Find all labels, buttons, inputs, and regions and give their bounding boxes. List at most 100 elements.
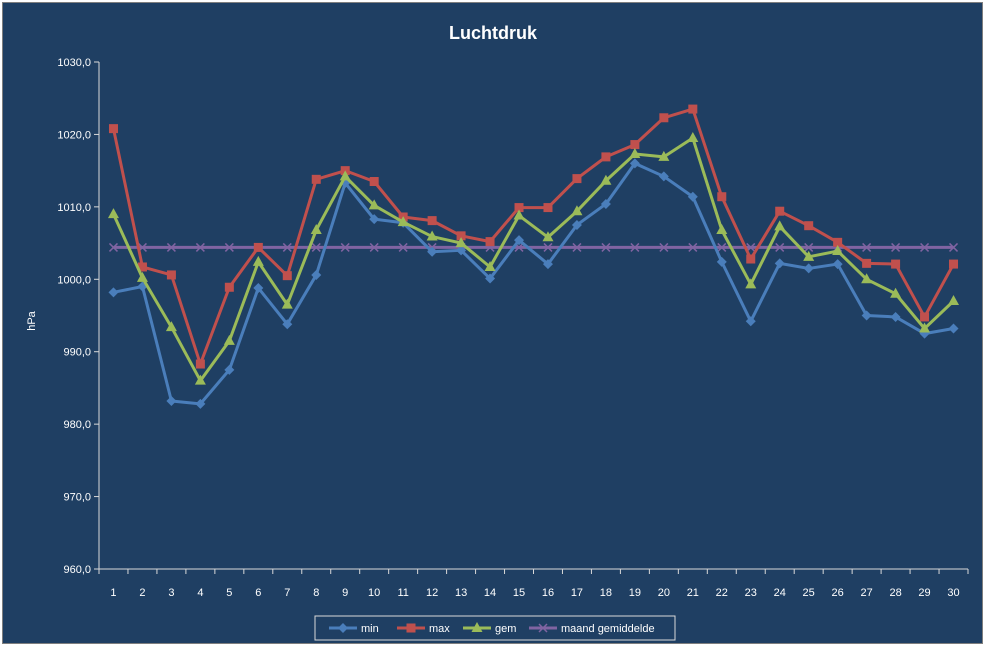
- point-maand-gemiddelde: [340, 242, 350, 252]
- y-axis-label: hPa: [26, 310, 38, 330]
- x-tick-label: 2: [139, 587, 145, 599]
- point-max: [775, 206, 785, 216]
- x-tick-label: 23: [745, 587, 757, 599]
- point-gem: [716, 224, 728, 235]
- point-gem: [687, 132, 699, 143]
- point-maand-gemiddelde: [717, 242, 727, 252]
- x-tick-label: 13: [455, 587, 467, 599]
- point-maand-gemiddelde: [572, 242, 582, 252]
- x-tick-label: 8: [313, 587, 319, 599]
- point-min: [456, 245, 467, 256]
- y-tick-label: 960,0: [63, 564, 91, 576]
- point-gem: [281, 298, 293, 309]
- x-tick-label: 3: [168, 587, 174, 599]
- point-gem: [310, 224, 322, 235]
- point-min: [629, 158, 640, 169]
- point-maand-gemiddelde: [948, 242, 959, 252]
- x-tick-label: 25: [803, 587, 815, 599]
- series-maand-gemiddelde: [108, 242, 959, 252]
- legend-label: max: [429, 623, 450, 635]
- point-maand-gemiddelde: [311, 242, 321, 252]
- point-gem: [832, 245, 844, 256]
- point-maand-gemiddelde: [224, 242, 234, 252]
- point-max: [108, 124, 118, 134]
- x-tick-label: 22: [716, 587, 728, 599]
- x-tick-label: 11: [397, 587, 408, 599]
- point-max: [601, 152, 611, 162]
- series-line-min: [113, 161, 954, 406]
- x-tick-label: 9: [342, 587, 348, 599]
- legend-box: [314, 615, 676, 641]
- point-max: [543, 203, 553, 213]
- point-gem: [571, 205, 583, 216]
- x-tick-label: 1: [110, 587, 116, 599]
- point-max: [572, 174, 582, 184]
- x-tick-label: 7: [284, 587, 290, 599]
- legend-marker: [338, 623, 348, 633]
- point-gem: [600, 174, 612, 185]
- point-gem: [368, 199, 380, 210]
- y-tick-label: 990,0: [63, 347, 91, 359]
- point-gem: [223, 334, 235, 345]
- point-maand-gemiddelde: [659, 242, 669, 252]
- point-max: [485, 237, 495, 247]
- series-gem: [107, 132, 960, 385]
- point-gem: [194, 374, 206, 385]
- point-gem: [803, 250, 815, 261]
- point-gem: [455, 237, 467, 248]
- point-min: [571, 219, 582, 230]
- point-max: [833, 237, 843, 247]
- point-max: [717, 192, 727, 202]
- x-tick-label: 15: [513, 587, 525, 599]
- point-gem: [397, 216, 409, 227]
- series-group: [107, 104, 960, 409]
- x-tick-label: 6: [255, 587, 261, 599]
- x-tick-label: 26: [832, 587, 844, 599]
- point-min: [514, 235, 525, 246]
- point-gem: [484, 260, 496, 271]
- x-tick-label: 18: [600, 587, 612, 599]
- x-tick-label: 28: [889, 587, 901, 599]
- point-maand-gemiddelde: [195, 242, 205, 252]
- series-min: [108, 158, 959, 409]
- point-min: [195, 398, 206, 409]
- point-gem: [629, 147, 641, 158]
- point-min: [166, 395, 177, 406]
- point-gem: [948, 295, 960, 306]
- point-max: [195, 359, 205, 369]
- point-maand-gemiddelde: [862, 242, 872, 252]
- x-tick-label: 4: [197, 587, 203, 599]
- point-max: [282, 271, 292, 281]
- legend-marker: [471, 622, 483, 632]
- legend-item-gem: gem: [463, 622, 516, 635]
- point-min: [282, 319, 293, 330]
- point-min: [832, 259, 843, 270]
- point-gem: [165, 321, 177, 332]
- point-gem: [658, 150, 670, 161]
- point-min: [774, 258, 785, 269]
- point-max: [630, 140, 640, 150]
- point-maand-gemiddelde: [775, 242, 785, 252]
- point-min: [311, 269, 322, 280]
- point-gem: [252, 255, 264, 266]
- x-tick-label: 30: [947, 587, 959, 599]
- point-min: [803, 263, 814, 274]
- x-tick-label: 27: [860, 587, 872, 599]
- y-tick-label: 970,0: [63, 492, 91, 504]
- point-max: [456, 231, 466, 241]
- point-gem: [426, 230, 438, 241]
- y-tick-label: 1000,0: [57, 274, 91, 286]
- x-tick-label: 5: [226, 587, 232, 599]
- y-tick-label: 1030,0: [57, 57, 91, 69]
- point-min: [600, 198, 611, 209]
- point-max: [166, 270, 176, 280]
- point-gem: [861, 273, 873, 284]
- point-gem: [513, 209, 525, 220]
- point-max: [427, 216, 437, 226]
- point-maand-gemiddelde: [166, 242, 176, 252]
- point-max: [920, 312, 930, 322]
- point-maand-gemiddelde: [804, 242, 814, 252]
- y-tick-label: 980,0: [63, 419, 91, 431]
- point-min: [861, 310, 872, 321]
